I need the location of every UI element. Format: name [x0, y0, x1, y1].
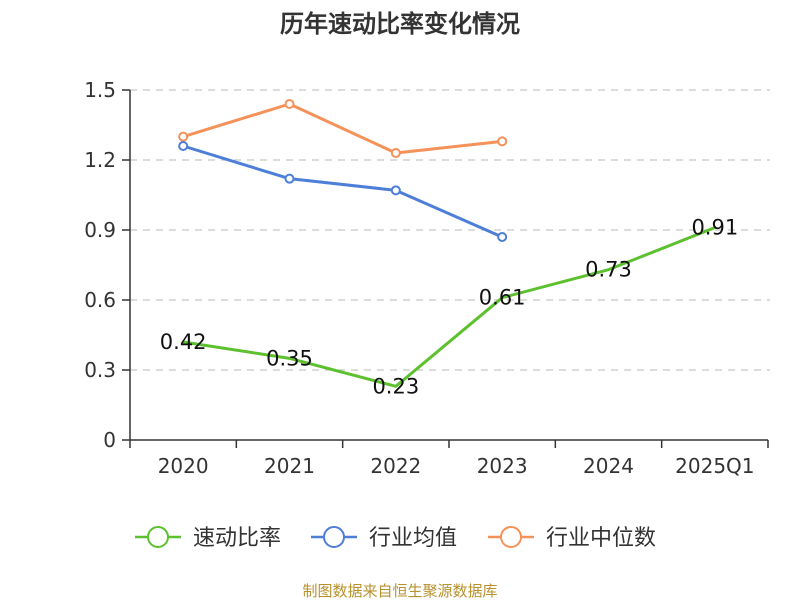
y-tick-label: 1.5 [84, 78, 116, 102]
x-tick-label: 2024 [583, 454, 634, 478]
axes: 0 0.3 0.6 0.9 1.2 1.5 2020 2021 2022 2023 2024 2025… [84, 78, 769, 478]
x-tick-label: 2022 [370, 454, 421, 478]
series-line [181, 102, 504, 155]
y-tick-label: 0.9 [84, 218, 116, 242]
data-point [178, 131, 189, 142]
legend-entry: 行业中位数 [546, 526, 656, 551]
series-line [181, 226, 717, 388]
legend-swatch-marker [500, 526, 522, 548]
data-label: 0.91 [691, 216, 738, 240]
data-point [390, 185, 401, 196]
gridlines [130, 89, 770, 371]
x-tick-label: 2021 [264, 454, 315, 478]
data-point [497, 232, 508, 242]
data-point [284, 99, 295, 109]
source-note: 制图数据来自恒生聚源数据库 [302, 582, 497, 600]
data-point [178, 141, 189, 151]
data-point [284, 173, 295, 184]
x-tick-label: 2023 [477, 454, 528, 478]
series-layer [178, 99, 717, 388]
data-label: 0.23 [372, 374, 419, 398]
data-label: 0.42 [160, 330, 207, 354]
legend-swatch-marker [147, 526, 169, 548]
legend-entry: 速动比率 [193, 526, 281, 551]
legend-swatch-marker [323, 526, 345, 548]
y-tick-label: 0 [103, 428, 116, 452]
x-tick-label: 2020 [158, 454, 209, 478]
chart-title: 历年速动比率变化情况 [280, 10, 520, 38]
data-labels: 0.42 0.35 0.23 0.61 0.73 0.91 [160, 216, 738, 399]
y-tick-label: 0.3 [84, 358, 116, 382]
y-tick-label: 0.6 [84, 288, 116, 312]
legend-entry: 行业均值 [369, 526, 457, 551]
data-label: 0.35 [266, 346, 313, 370]
series-line [181, 144, 504, 239]
y-tick-label: 1.2 [84, 148, 116, 172]
data-point [390, 148, 401, 158]
data-label: 0.61 [479, 286, 526, 310]
x-tick-label: 2025Q1 [675, 454, 754, 478]
data-label: 0.73 [585, 258, 632, 282]
legend: 速动比率 行业均值 行业中位数 [135, 526, 656, 551]
data-point [497, 136, 508, 147]
